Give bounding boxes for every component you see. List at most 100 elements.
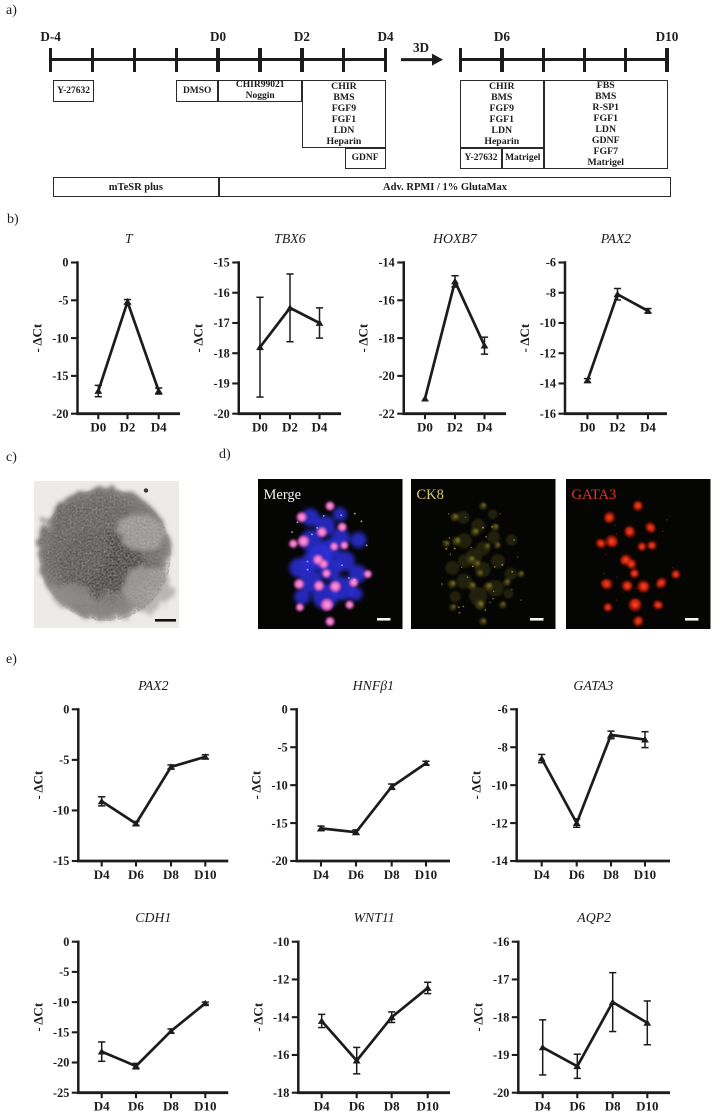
svg-text:-5: -5 <box>59 965 69 979</box>
svg-text:-10: -10 <box>273 935 289 949</box>
svg-text:D8: D8 <box>163 1099 179 1114</box>
svg-text:PAX2: PAX2 <box>137 678 169 693</box>
svg-text:D8: D8 <box>163 867 179 882</box>
svg-text:D6: D6 <box>569 867 585 882</box>
svg-text:-15: -15 <box>53 1026 69 1040</box>
svg-text:TBX6: TBX6 <box>274 231 306 246</box>
svg-text:-20: -20 <box>271 854 287 868</box>
svg-text:PAX2: PAX2 <box>600 231 632 246</box>
svg-text:-25: -25 <box>53 1086 69 1100</box>
svg-text:-16: -16 <box>273 1048 289 1062</box>
svg-text:D4: D4 <box>477 420 493 435</box>
svg-text:D10: D10 <box>194 867 216 882</box>
svg-text:D6: D6 <box>349 1099 365 1114</box>
svg-text:-14: -14 <box>379 256 395 270</box>
svg-text:-19: -19 <box>493 1048 509 1062</box>
svg-text:- ΔCt: - ΔCt <box>30 1002 45 1031</box>
svg-text:-16: -16 <box>379 294 395 308</box>
svg-text:-18: -18 <box>379 331 395 345</box>
svg-text:D10: D10 <box>417 1099 439 1114</box>
svg-text:- ΔCt: - ΔCt <box>249 770 264 799</box>
svg-text:-18: -18 <box>273 1086 289 1100</box>
svg-text:D4: D4 <box>314 1099 330 1114</box>
svg-text:D6: D6 <box>128 867 144 882</box>
svg-text:- ΔCt: - ΔCt <box>517 323 532 352</box>
svg-text:-12: -12 <box>491 816 507 830</box>
svg-text:-18: -18 <box>493 1010 509 1024</box>
svg-text:- ΔCt: - ΔCt <box>356 323 371 352</box>
svg-text:-5: -5 <box>278 740 288 754</box>
svg-text:-16: -16 <box>540 407 556 421</box>
svg-text:D0: D0 <box>580 420 596 435</box>
svg-text:- ΔCt: - ΔCt <box>469 770 484 799</box>
svg-text:-12: -12 <box>273 973 289 987</box>
svg-text:-20: -20 <box>379 369 395 383</box>
svg-text:-20: -20 <box>52 407 68 421</box>
svg-text:-17: -17 <box>493 973 509 987</box>
svg-text:D6: D6 <box>348 867 364 882</box>
svg-text:-8: -8 <box>498 740 508 754</box>
svg-text:-18: -18 <box>214 346 230 360</box>
svg-text:-6: -6 <box>498 703 508 717</box>
svg-text:D10: D10 <box>634 867 656 882</box>
svg-text:-22: -22 <box>379 407 395 421</box>
svg-text:-10: -10 <box>540 316 556 330</box>
svg-text:D4: D4 <box>534 867 550 882</box>
svg-text:-6: -6 <box>546 256 556 270</box>
svg-text:-5: -5 <box>58 294 68 308</box>
svg-text:D2: D2 <box>610 420 626 435</box>
svg-text:D2: D2 <box>282 420 298 435</box>
svg-text:D2: D2 <box>120 420 136 435</box>
svg-text:D8: D8 <box>605 1099 621 1114</box>
svg-text:D4: D4 <box>535 1099 551 1114</box>
svg-text:D4: D4 <box>313 867 329 882</box>
svg-text:D6: D6 <box>569 1099 585 1114</box>
svg-text:-15: -15 <box>214 256 230 270</box>
svg-text:D4: D4 <box>312 420 328 435</box>
svg-text:HOXB7: HOXB7 <box>432 231 478 246</box>
svg-text:-10: -10 <box>271 778 287 792</box>
svg-text:-20: -20 <box>214 407 230 421</box>
svg-text:-14: -14 <box>491 854 507 868</box>
svg-text:D0: D0 <box>417 420 433 435</box>
svg-text:- ΔCt: - ΔCt <box>250 1002 265 1031</box>
svg-text:-14: -14 <box>273 1010 289 1024</box>
svg-text:GATA3: GATA3 <box>573 678 613 693</box>
svg-text:-19: -19 <box>214 377 230 391</box>
svg-text:-15: -15 <box>53 854 69 868</box>
svg-text:T: T <box>125 231 134 246</box>
svg-text:D4: D4 <box>151 420 167 435</box>
svg-text:D8: D8 <box>384 1099 400 1114</box>
svg-text:-10: -10 <box>52 331 68 345</box>
svg-text:-15: -15 <box>52 369 68 383</box>
svg-text:D4: D4 <box>640 420 656 435</box>
svg-text:-15: -15 <box>271 816 287 830</box>
svg-text:-20: -20 <box>53 1056 69 1070</box>
svg-text:-12: -12 <box>540 346 556 360</box>
svg-text:D4: D4 <box>94 1099 110 1114</box>
svg-text:-5: -5 <box>59 753 69 767</box>
svg-text:D0: D0 <box>252 420 268 435</box>
svg-text:-8: -8 <box>546 286 556 300</box>
svg-text:D0: D0 <box>90 420 106 435</box>
svg-text:-14: -14 <box>540 377 556 391</box>
svg-text:0: 0 <box>63 935 69 949</box>
svg-text:0: 0 <box>282 703 288 717</box>
svg-text:-10: -10 <box>491 778 507 792</box>
svg-text:- ΔCt: - ΔCt <box>30 323 45 352</box>
svg-text:CDH1: CDH1 <box>135 910 171 925</box>
svg-text:- ΔCt: - ΔCt <box>470 1002 485 1031</box>
svg-text:- ΔCt: - ΔCt <box>191 323 206 352</box>
svg-text:-20: -20 <box>493 1086 509 1100</box>
svg-text:0: 0 <box>62 256 68 270</box>
svg-text:Merge: Merge <box>264 487 302 503</box>
svg-text:-10: -10 <box>53 804 69 818</box>
svg-text:D8: D8 <box>384 867 400 882</box>
svg-text:D2: D2 <box>447 420 463 435</box>
svg-text:D6: D6 <box>128 1099 144 1114</box>
svg-text:0: 0 <box>63 703 69 717</box>
svg-text:-10: -10 <box>53 995 69 1009</box>
svg-text:D10: D10 <box>415 867 437 882</box>
svg-text:- ΔCt: - ΔCt <box>30 770 45 799</box>
svg-text:AQP2: AQP2 <box>576 910 611 925</box>
